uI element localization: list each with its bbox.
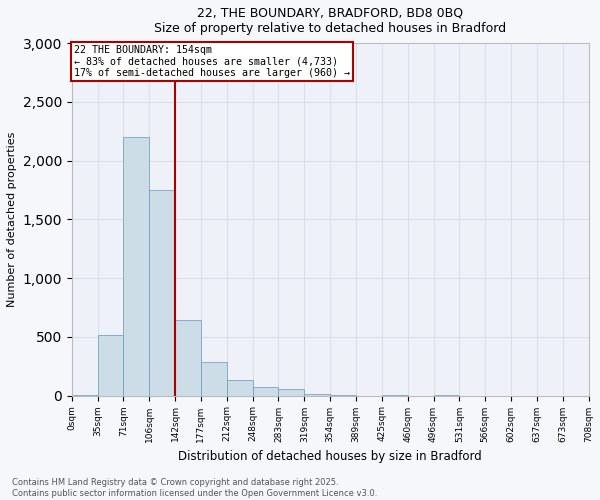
Y-axis label: Number of detached properties: Number of detached properties [7,132,17,307]
X-axis label: Distribution of detached houses by size in Bradford: Distribution of detached houses by size … [178,450,482,463]
Bar [253,387,278,396]
Title: 22, THE BOUNDARY, BRADFORD, BD8 0BQ
Size of property relative to detached houses: 22, THE BOUNDARY, BRADFORD, BD8 0BQ Size… [154,7,506,35]
Bar [304,394,330,396]
Bar [330,395,356,396]
Text: 22 THE BOUNDARY: 154sqm
← 83% of detached houses are smaller (4,733)
17% of semi: 22 THE BOUNDARY: 154sqm ← 83% of detache… [74,45,350,78]
Bar [175,320,201,396]
Bar [72,395,98,396]
Bar [434,395,460,396]
Bar [201,362,227,396]
Bar [124,137,149,396]
Bar [98,334,124,396]
Text: Contains HM Land Registry data © Crown copyright and database right 2025.
Contai: Contains HM Land Registry data © Crown c… [12,478,377,498]
Bar [149,190,175,396]
Bar [227,380,253,396]
Bar [382,395,407,396]
Bar [278,389,304,396]
